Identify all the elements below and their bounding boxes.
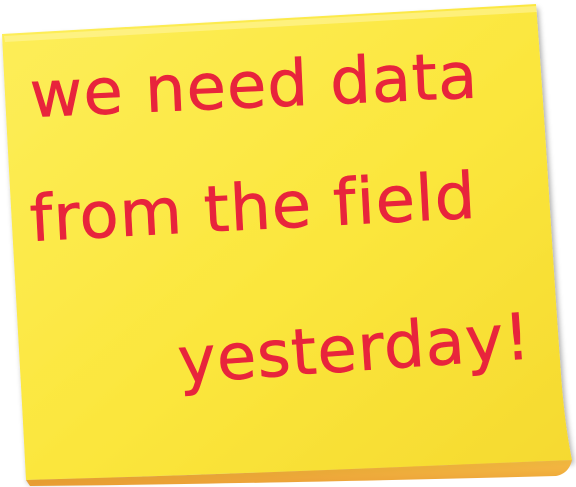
note-line-1: we need data <box>28 39 480 133</box>
note-body <box>2 4 572 480</box>
note-curl <box>26 460 572 486</box>
note-highlight <box>4 6 537 42</box>
